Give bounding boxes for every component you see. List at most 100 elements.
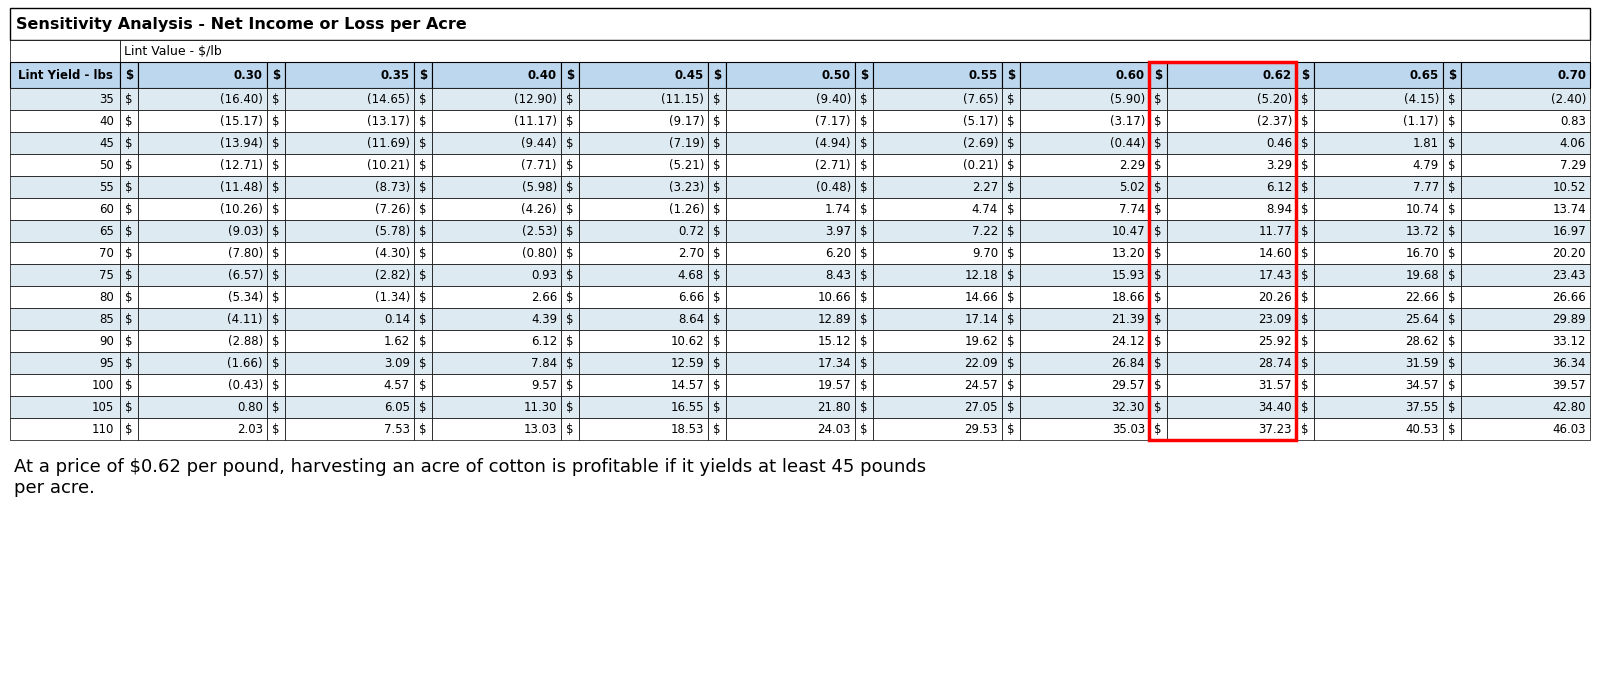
Bar	[1166, 374, 1296, 396]
Bar	[120, 40, 1590, 62]
Bar	[1443, 308, 1461, 330]
Bar	[1166, 308, 1296, 330]
Bar	[726, 374, 854, 396]
Text: $: $	[714, 291, 720, 303]
Text: $: $	[419, 137, 427, 149]
Text: $: $	[714, 224, 720, 237]
Text: $: $	[272, 335, 280, 348]
Text: (9.03): (9.03)	[227, 224, 262, 237]
Text: 14.60: 14.60	[1258, 246, 1293, 260]
Text: $: $	[125, 269, 133, 282]
Text: 0.40: 0.40	[528, 69, 557, 81]
Bar	[1443, 62, 1461, 88]
Bar	[414, 264, 432, 286]
Bar	[285, 418, 414, 440]
Bar	[138, 198, 267, 220]
Text: $: $	[1301, 180, 1309, 194]
Text: $: $	[859, 69, 869, 81]
Bar	[579, 220, 707, 242]
Text: (0.48): (0.48)	[816, 180, 851, 194]
Bar	[1166, 286, 1296, 308]
Bar	[285, 330, 414, 352]
Bar	[1314, 220, 1443, 242]
Text: 5.02: 5.02	[1118, 180, 1146, 194]
Text: $: $	[861, 203, 867, 216]
Text: (12.71): (12.71)	[221, 158, 262, 171]
Bar	[120, 88, 138, 110]
Bar	[579, 176, 707, 198]
Text: 40.53: 40.53	[1406, 423, 1438, 436]
Bar	[120, 110, 138, 132]
Text: $: $	[125, 115, 133, 128]
Text: $: $	[1448, 158, 1456, 171]
Text: (2.53): (2.53)	[522, 224, 557, 237]
Bar	[10, 396, 120, 418]
Text: 17.34: 17.34	[818, 357, 851, 369]
Text: 55: 55	[99, 180, 114, 194]
Bar	[432, 286, 562, 308]
Bar	[10, 110, 120, 132]
Bar	[726, 308, 854, 330]
Text: 15.93: 15.93	[1112, 269, 1146, 282]
Text: $: $	[1008, 400, 1014, 414]
Bar	[874, 220, 1002, 242]
Bar	[138, 286, 267, 308]
Text: 13.72: 13.72	[1405, 224, 1438, 237]
Text: $: $	[419, 158, 427, 171]
Bar	[579, 110, 707, 132]
Bar	[1021, 286, 1149, 308]
Bar	[1149, 176, 1166, 198]
Bar	[285, 396, 414, 418]
Bar	[1021, 220, 1149, 242]
Bar	[707, 110, 726, 132]
Text: 25.64: 25.64	[1405, 312, 1438, 325]
Text: (15.17): (15.17)	[221, 115, 262, 128]
Bar	[874, 62, 1002, 88]
Bar	[432, 198, 562, 220]
Bar	[562, 176, 579, 198]
Bar	[285, 352, 414, 374]
Text: $: $	[1008, 115, 1014, 128]
Bar	[562, 264, 579, 286]
Text: $: $	[419, 291, 427, 303]
Text: 9.70: 9.70	[971, 246, 998, 260]
Bar	[1021, 374, 1149, 396]
Bar	[1461, 220, 1590, 242]
Text: $: $	[419, 357, 427, 369]
Bar	[1314, 418, 1443, 440]
Text: 50: 50	[99, 158, 114, 171]
Text: $: $	[861, 269, 867, 282]
Bar	[120, 62, 138, 88]
Text: (5.20): (5.20)	[1256, 92, 1293, 105]
Bar	[707, 330, 726, 352]
Bar	[562, 352, 579, 374]
Bar	[854, 176, 874, 198]
Bar	[120, 176, 138, 198]
Text: (9.17): (9.17)	[669, 115, 704, 128]
Text: $: $	[272, 137, 280, 149]
Bar	[579, 132, 707, 154]
Bar	[1443, 352, 1461, 374]
Bar	[1443, 220, 1461, 242]
Bar	[854, 198, 874, 220]
Text: 2.66: 2.66	[531, 291, 557, 303]
Bar	[138, 132, 267, 154]
Bar	[854, 330, 874, 352]
Text: (2.71): (2.71)	[816, 158, 851, 171]
Bar	[726, 220, 854, 242]
Text: 16.70: 16.70	[1405, 246, 1438, 260]
Bar	[285, 176, 414, 198]
Text: $: $	[566, 269, 574, 282]
Bar	[1314, 352, 1443, 374]
Text: $: $	[861, 246, 867, 260]
Bar	[120, 220, 138, 242]
Bar	[1021, 110, 1149, 132]
Bar	[267, 88, 285, 110]
Bar	[432, 396, 562, 418]
Text: $: $	[1301, 203, 1309, 216]
Bar	[579, 242, 707, 264]
Bar	[432, 110, 562, 132]
Text: 22.09: 22.09	[965, 357, 998, 369]
Text: $: $	[1301, 224, 1309, 237]
Bar	[1021, 330, 1149, 352]
